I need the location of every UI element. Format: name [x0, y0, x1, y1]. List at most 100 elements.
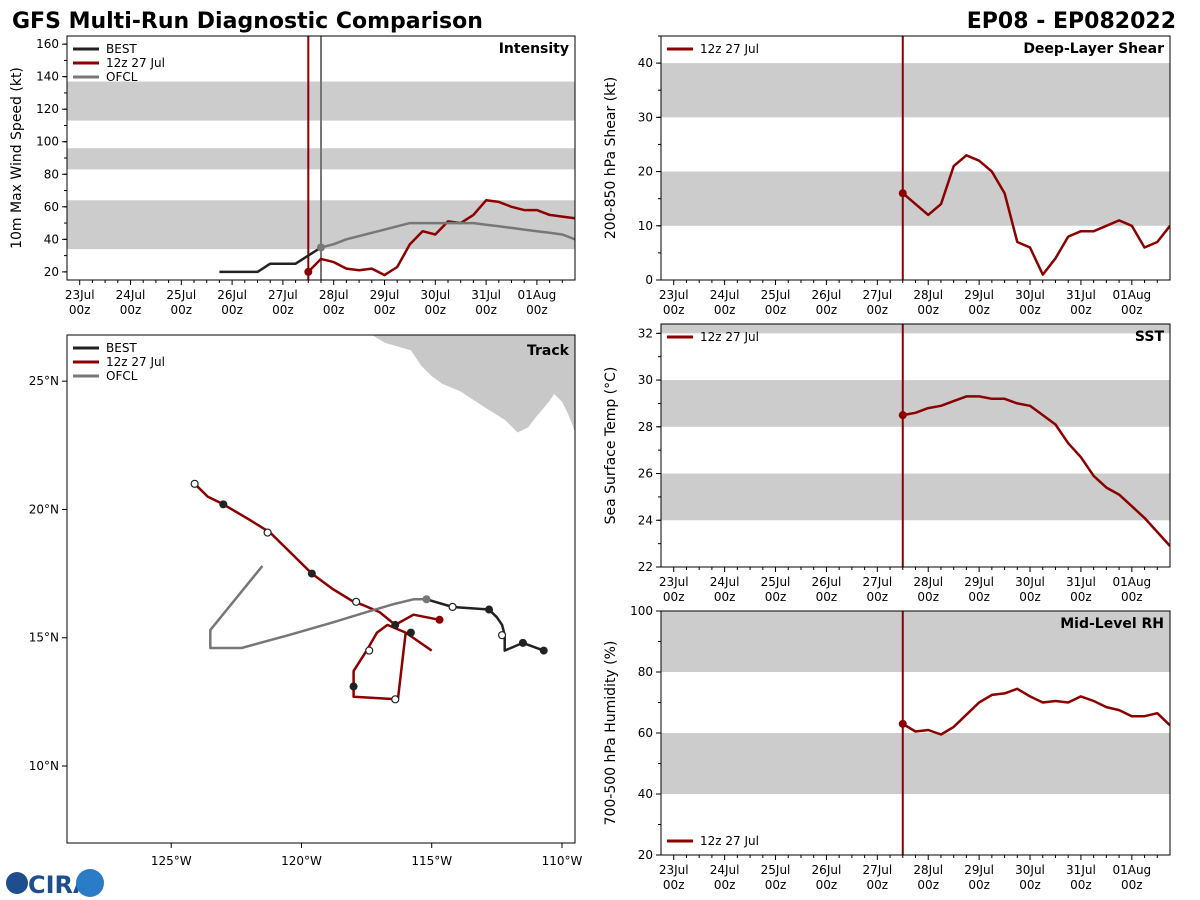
rh-xtick-label: 29Jul: [964, 863, 994, 877]
shear-ylabel: 200-850 hPa Shear (kt): [603, 77, 619, 239]
rh-xtick-label: 23Jul: [659, 863, 689, 877]
track-legend-label: 12z 27 Jul: [106, 355, 165, 369]
track-point: [406, 628, 415, 637]
track-point-open: [365, 646, 374, 655]
track-panel: 125°W 120°W 115°W 110°W 10°N 15°N 20°N 25°N Trac…: [29, 334, 582, 868]
rh-xtick-label: 28Jul: [913, 863, 943, 877]
track-frame: [66, 334, 576, 844]
shear-xtick-label: 30Jul: [1015, 288, 1045, 302]
shear-marker-run: [898, 189, 907, 198]
sst-xtick-label: 00z: [867, 590, 889, 604]
sst-ytick-label: 26: [638, 467, 653, 481]
sst-panel: 22242628303223Jul00z24Jul00z25Jul00z26Ju…: [603, 323, 1171, 604]
shear-xtick-label: 00z: [714, 303, 736, 317]
sst-xtick-label: 00z: [1070, 590, 1092, 604]
sst-xtick-label: 29Jul: [964, 575, 994, 589]
track-point: [539, 646, 548, 655]
track-ytick-label: 25°N: [29, 374, 59, 388]
sst-marker-run: [898, 411, 907, 420]
shear-xtick-label: 26Jul: [812, 288, 842, 302]
track-point-open: [190, 479, 199, 488]
intensity-xtick-label: 26Jul: [217, 288, 247, 302]
track-point-open: [391, 695, 400, 704]
intensity-plot-area: [67, 36, 575, 280]
sst-xtick-label: 01Aug: [1112, 575, 1151, 589]
sst-xtick-label: 00z: [714, 590, 736, 604]
rh-band: [661, 611, 1170, 672]
track-point: [349, 682, 358, 691]
intensity-xtick-label: 00z: [171, 303, 193, 317]
sst-ytick-label: 22: [638, 560, 653, 574]
shear-ytick-label: 10: [638, 219, 653, 233]
intensity-xtick-label: 30Jul: [420, 288, 450, 302]
intensity-xtick-label: 00z: [425, 303, 447, 317]
intensity-ytick-label: 100: [36, 135, 59, 149]
shear-xtick-label: 00z: [1121, 303, 1143, 317]
intensity-xtick-label: 28Jul: [319, 288, 349, 302]
rh-xtick-label: 00z: [968, 878, 990, 892]
shear-xtick-label: 23Jul: [659, 288, 689, 302]
rh-xtick-label: 30Jul: [1015, 863, 1045, 877]
shear-series-run: [901, 154, 1170, 276]
track-xtick-label: 120°W: [281, 854, 322, 868]
cira-logo: CIRA: [6, 869, 104, 899]
intensity-ytick-label: 80: [44, 167, 59, 181]
sst-xtick-label: 26Jul: [812, 575, 842, 589]
shear-ytick-label: 30: [638, 110, 653, 124]
track-ytick-label: 15°N: [29, 631, 59, 645]
shear-xtick-label: 24Jul: [710, 288, 740, 302]
sst-xtick-label: 27Jul: [862, 575, 892, 589]
shear-legend-label: 12z 27 Jul: [700, 42, 759, 56]
intensity-legend-label: OFCL: [106, 70, 138, 84]
track-best: [426, 598, 545, 652]
shear-xtick-label: 29Jul: [964, 288, 994, 302]
intensity-ylabel: 10m Max Wind Speed (kt): [9, 67, 25, 249]
sst-xtick-label: 25Jul: [761, 575, 791, 589]
intensity-title: Intensity: [499, 41, 569, 57]
track-point: [518, 638, 527, 647]
sst-xtick-label: 00z: [917, 590, 939, 604]
track-point-open: [263, 528, 272, 537]
intensity-xtick-label: 01Aug: [518, 288, 557, 302]
shear-xtick-label: 00z: [765, 303, 787, 317]
track-map-area: [190, 335, 575, 704]
shear-plot-area: [661, 36, 1170, 280]
sst-series-run: [902, 395, 1170, 547]
shear-xtick-label: 27Jul: [862, 288, 892, 302]
rh-ytick-label: 100: [630, 604, 653, 618]
sst-ytick-label: 24: [638, 513, 653, 527]
sst-xtick-label: 00z: [968, 590, 990, 604]
rh-ytick-label: 40: [638, 787, 653, 801]
sst-frame: [660, 323, 1171, 568]
track-ytick-label: 10°N: [29, 759, 59, 773]
track-point: [422, 595, 431, 604]
intensity-ytick-label: 40: [44, 232, 59, 246]
track-point-open: [497, 631, 507, 640]
sst-xtick-label: 31Jul: [1066, 575, 1096, 589]
intensity-xtick-label: 00z: [374, 303, 396, 317]
rh-ytick-label: 60: [638, 726, 653, 740]
track-title: Track: [527, 343, 570, 359]
intensity-xtick-label: 25Jul: [166, 288, 196, 302]
rh-panel: 2040608010023Jul00z24Jul00z25Jul00z26Jul…: [603, 604, 1171, 892]
rh-plot-area: [661, 611, 1170, 855]
shear-ytick-label: 20: [638, 165, 653, 179]
intensity-xtick-label: 24Jul: [116, 288, 146, 302]
logo-globe-icon: [6, 872, 28, 894]
rh-xtick-label: 00z: [1070, 878, 1092, 892]
track-point-open: [352, 597, 361, 606]
rh-xtick-label: 00z: [816, 878, 838, 892]
intensity-xtick-label: 27Jul: [268, 288, 298, 302]
sst-xtick-label: 30Jul: [1015, 575, 1045, 589]
sst-ylabel: Sea Surface Temp (°C): [603, 367, 619, 525]
sst-xtick-label: 23Jul: [659, 575, 689, 589]
rh-xtick-label: 00z: [917, 878, 939, 892]
sst-xtick-label: 00z: [816, 590, 838, 604]
track-legend-label: BEST: [106, 341, 137, 355]
rh-xtick-label: 00z: [867, 878, 889, 892]
track-point-open: [448, 602, 457, 612]
sst-xtick-label: 00z: [663, 590, 685, 604]
sst-band: [661, 380, 1170, 427]
shear-xtick-label: 31Jul: [1066, 288, 1096, 302]
